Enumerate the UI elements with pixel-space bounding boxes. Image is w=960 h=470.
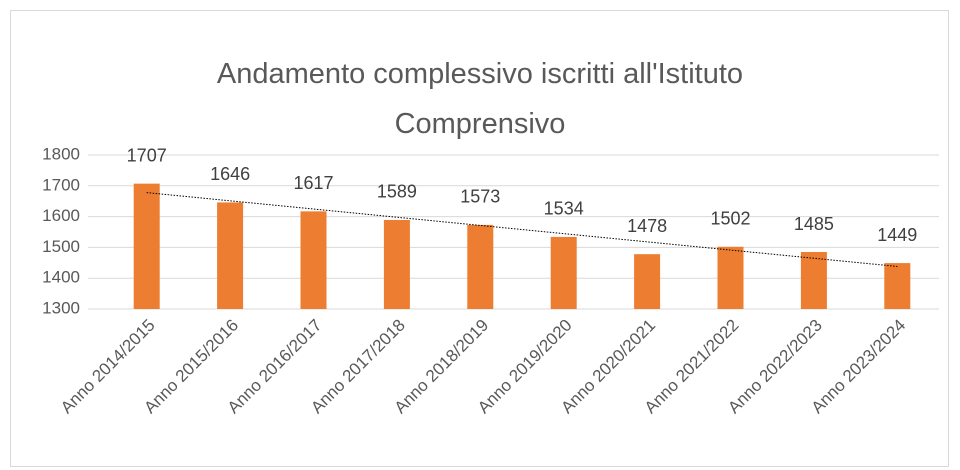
y-tick-label: 1500 <box>42 237 80 256</box>
chart-title-line: Andamento complessivo iscritti all'Istit… <box>217 58 743 90</box>
y-tick-label: 1300 <box>42 298 80 317</box>
bar <box>383 219 410 309</box>
bar <box>884 263 911 309</box>
value-label: 1646 <box>210 164 250 184</box>
bar <box>133 183 160 309</box>
y-tick-label: 1800 <box>42 144 80 163</box>
value-label: 1573 <box>460 187 500 207</box>
value-label: 1617 <box>293 173 333 193</box>
bar <box>800 252 827 309</box>
bar <box>550 236 577 309</box>
chart-title: Andamento complessivo iscritti all'Istit… <box>217 58 743 140</box>
value-label: 1478 <box>627 216 667 236</box>
value-label: 1534 <box>544 199 584 219</box>
bar <box>300 211 327 309</box>
y-tick-label: 1600 <box>42 206 80 225</box>
value-label: 1589 <box>377 182 417 202</box>
value-label: 1502 <box>710 209 750 229</box>
bar <box>717 246 744 309</box>
value-label: 1485 <box>794 214 834 234</box>
bar <box>217 202 244 309</box>
y-tick-label: 1400 <box>42 268 80 287</box>
bar <box>467 224 494 309</box>
chart-title-line: Comprensivo <box>395 108 566 140</box>
y-tick-label: 1700 <box>42 175 80 194</box>
value-label: 1449 <box>877 225 917 245</box>
bar <box>634 254 661 309</box>
value-label: 1707 <box>127 145 167 165</box>
